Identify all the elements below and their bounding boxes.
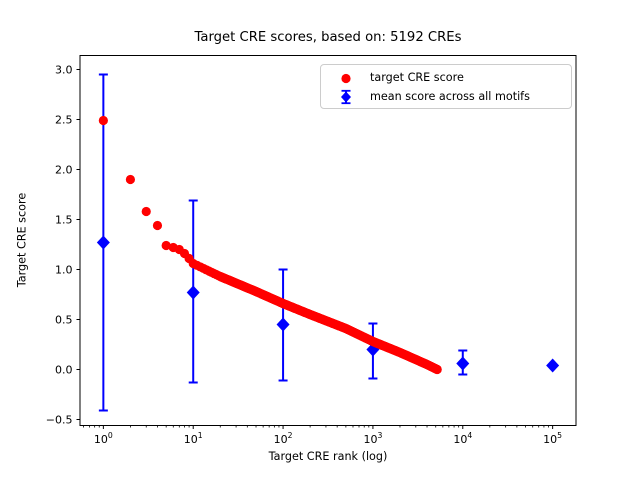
svg-text:0.0: 0.0 — [55, 363, 73, 376]
svg-text:3.0: 3.0 — [55, 63, 73, 76]
legend: target CRE score mean score across all m… — [320, 64, 572, 109]
svg-text:1.0: 1.0 — [55, 263, 73, 276]
legend-item-target-cre-score: target CRE score — [328, 68, 571, 87]
red-dot-marker-icon — [341, 73, 351, 83]
svg-text:−0.5: −0.5 — [46, 413, 73, 426]
legend-item-mean-score: mean score across all motifs — [328, 87, 571, 106]
blue-diamond-errorbar-marker-icon — [341, 89, 351, 104]
svg-text:2.0: 2.0 — [55, 163, 73, 176]
y-axis-label: Target CRE score — [15, 192, 29, 288]
legend-label: mean score across all motifs — [370, 90, 530, 103]
x-axis-label: Target CRE rank (log) — [268, 450, 388, 463]
legend-label: target CRE score — [370, 71, 464, 84]
svg-text:0.5: 0.5 — [55, 313, 73, 326]
svg-text:102: 102 — [274, 431, 293, 446]
svg-text:101: 101 — [184, 431, 203, 446]
chart-title: Target CRE scores, based on: 5192 CREs — [194, 30, 462, 45]
svg-text:104: 104 — [453, 431, 472, 446]
svg-text:1.5: 1.5 — [55, 213, 73, 226]
svg-text:2.5: 2.5 — [55, 113, 73, 126]
svg-text:103: 103 — [363, 431, 382, 446]
svg-text:105: 105 — [543, 431, 562, 446]
svg-text:100: 100 — [94, 431, 113, 446]
